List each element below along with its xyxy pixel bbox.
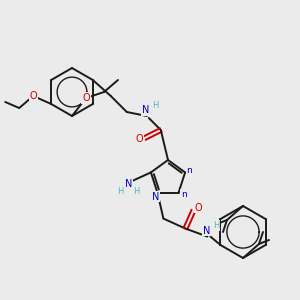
Text: n: n bbox=[181, 190, 187, 199]
Text: N: N bbox=[142, 105, 149, 115]
Text: n: n bbox=[186, 166, 192, 175]
Text: H: H bbox=[117, 187, 123, 196]
Text: N: N bbox=[203, 226, 210, 236]
Text: N: N bbox=[125, 179, 133, 189]
Text: H: H bbox=[133, 187, 139, 196]
Text: O: O bbox=[136, 134, 144, 144]
Text: O: O bbox=[29, 91, 37, 101]
Text: N: N bbox=[152, 192, 159, 202]
Text: O: O bbox=[82, 93, 90, 103]
Text: H: H bbox=[213, 221, 220, 230]
Text: O: O bbox=[195, 202, 202, 213]
Text: H: H bbox=[153, 100, 159, 109]
